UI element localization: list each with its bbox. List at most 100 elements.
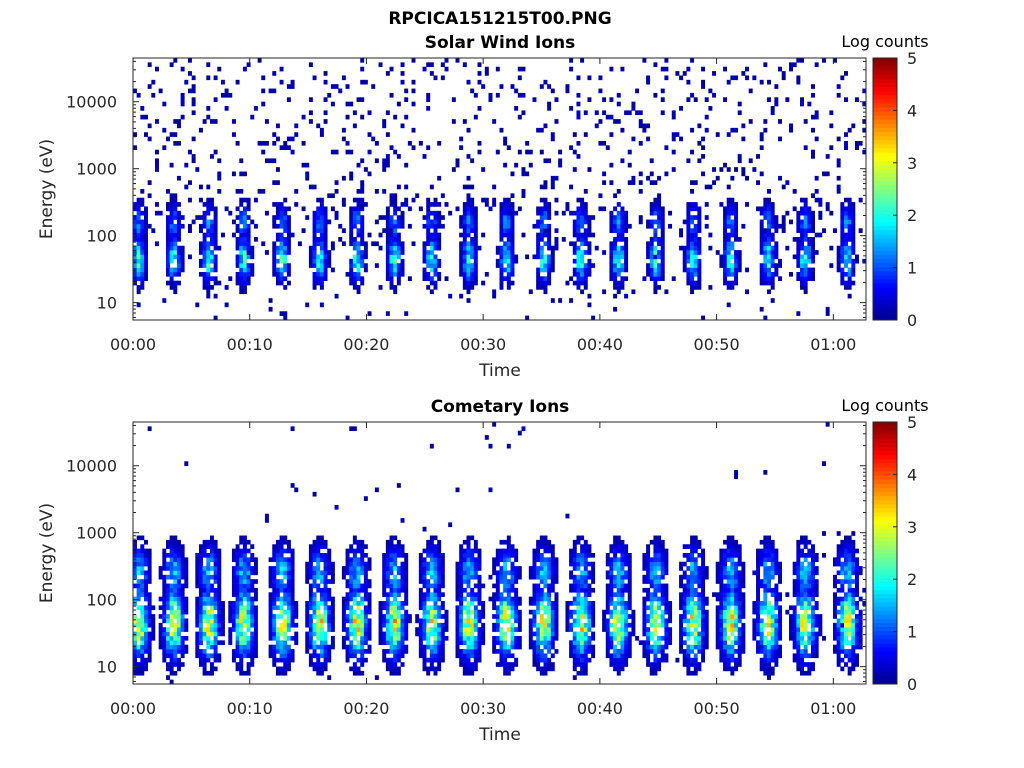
heatmap-cell <box>565 88 570 94</box>
heatmap-cell <box>235 276 240 281</box>
heatmap-cell <box>228 635 233 641</box>
heatmap-cell <box>404 579 409 584</box>
heatmap-cell <box>440 627 445 632</box>
colorbar-swatch <box>873 242 897 247</box>
heatmap-cell <box>444 58 449 63</box>
heatmap-cell <box>550 662 555 667</box>
heatmap-cell <box>396 570 401 576</box>
heatmap-cell <box>286 574 291 580</box>
heatmap-cell <box>785 245 790 251</box>
heatmap-cell <box>583 609 588 615</box>
heatmap-cell <box>319 570 324 576</box>
heatmap-cell <box>587 167 592 172</box>
heatmap-cell <box>144 237 148 242</box>
heatmap-cell <box>506 535 511 541</box>
heatmap-cell <box>352 561 357 567</box>
heatmap-cell <box>180 570 185 576</box>
heatmap-cell <box>605 557 610 563</box>
heatmap-cell <box>591 566 596 571</box>
heatmap-cell <box>583 276 588 281</box>
heatmap-cell <box>506 250 511 255</box>
heatmap-cell <box>213 605 218 611</box>
heatmap-cell <box>514 644 519 650</box>
heatmap-cell <box>176 574 181 580</box>
heatmap-cell <box>382 167 387 172</box>
heatmap-cell <box>140 649 145 654</box>
heatmap-cell <box>569 548 574 554</box>
heatmap-cell <box>690 202 695 207</box>
heatmap-cell <box>345 149 350 155</box>
heatmap-cell <box>169 241 174 247</box>
heatmap-cell <box>550 184 555 190</box>
heatmap-cell <box>198 574 203 580</box>
heatmap-cell <box>580 258 585 264</box>
heatmap-cell <box>323 605 328 611</box>
heatmap-cell <box>657 202 662 207</box>
heatmap-cell <box>503 254 508 260</box>
heatmap-cell <box>250 557 255 563</box>
heatmap-cell <box>202 635 207 641</box>
heatmap-cell <box>517 574 522 580</box>
heatmap-cell <box>506 596 511 602</box>
heatmap-cell <box>389 285 394 290</box>
heatmap-cell <box>286 136 291 142</box>
heatmap-cell <box>169 250 174 255</box>
heatmap-cell <box>385 271 390 277</box>
heatmap-cell <box>323 206 328 212</box>
heatmap-cell <box>385 601 390 606</box>
heatmap-cell <box>308 627 313 632</box>
heatmap-cell <box>543 544 548 549</box>
heatmap-cell <box>499 539 504 545</box>
heatmap-cell <box>646 254 651 260</box>
heatmap-cell <box>536 241 541 247</box>
heatmap-cell <box>506 670 511 676</box>
heatmap-cell <box>734 280 739 286</box>
heatmap-cell <box>209 267 214 273</box>
heatmap-cell <box>455 614 460 619</box>
heatmap-cell <box>136 561 141 567</box>
heatmap-cell <box>726 132 731 137</box>
heatmap-cell <box>554 241 559 247</box>
heatmap-cell <box>770 232 775 238</box>
heatmap-cell <box>242 566 247 571</box>
heatmap-cell <box>213 649 218 654</box>
heatmap-cell <box>470 662 475 667</box>
heatmap-cell <box>536 566 541 571</box>
heatmap-cell <box>352 263 357 268</box>
heatmap-cell <box>800 245 804 251</box>
heatmap-cell <box>580 215 585 220</box>
heatmap-cell <box>352 258 357 264</box>
heatmap-cell <box>554 635 559 641</box>
solar-wind-x-ticks: 00:00 00:10 00:20 00:30 00:40 00:50 01:00 <box>110 58 856 354</box>
heatmap-cell <box>239 601 244 606</box>
heatmap-cell <box>459 631 464 637</box>
colorbar-swatch <box>873 180 897 186</box>
heatmap-cell <box>213 570 218 576</box>
heatmap-cell <box>345 553 350 558</box>
heatmap-cell <box>576 614 581 619</box>
heatmap-cell <box>191 75 196 81</box>
heatmap-cell <box>459 544 464 549</box>
heatmap-cell <box>426 215 431 220</box>
heatmap-cell <box>206 232 211 238</box>
heatmap-cell <box>657 223 662 229</box>
heatmap-cell <box>547 640 552 645</box>
heatmap-cell <box>165 263 170 268</box>
heatmap-cell <box>385 570 390 576</box>
heatmap-cell <box>206 587 211 593</box>
heatmap-cell <box>198 570 203 576</box>
heatmap-cell <box>539 614 544 619</box>
heatmap-cell <box>217 158 222 164</box>
heatmap-cell <box>275 223 280 229</box>
heatmap-cell <box>836 245 841 251</box>
heatmap-cell <box>422 653 427 659</box>
heatmap-cell <box>341 175 346 181</box>
heatmap-cell <box>283 640 288 645</box>
heatmap-cell <box>646 241 651 247</box>
heatmap-cell <box>770 223 775 229</box>
heatmap-cell <box>781 71 786 76</box>
heatmap-cell <box>466 644 471 650</box>
heatmap-cell <box>609 544 614 549</box>
heatmap-cell <box>459 570 464 576</box>
heatmap-cell <box>312 662 317 667</box>
